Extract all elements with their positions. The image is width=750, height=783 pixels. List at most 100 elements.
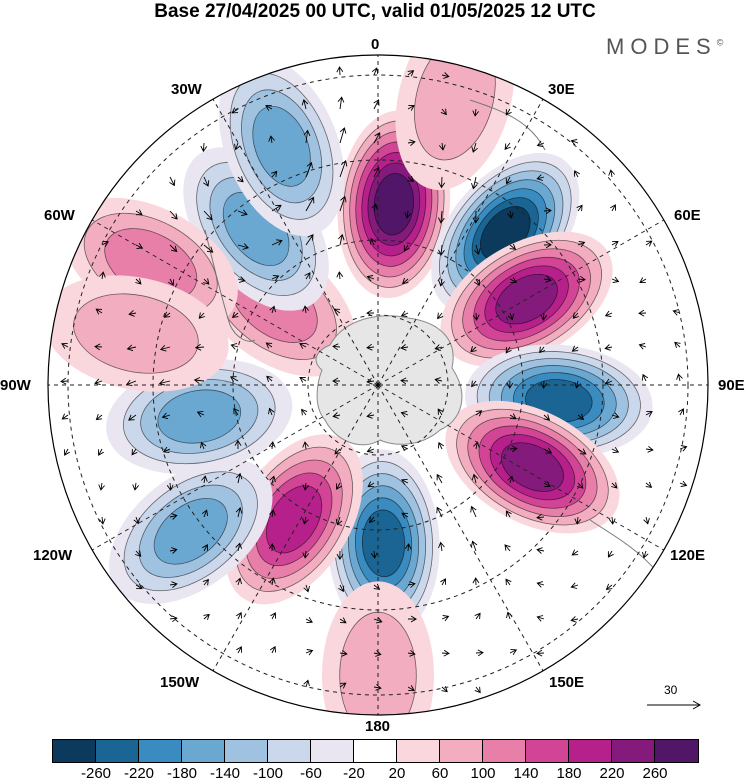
wind-vector-arrow (577, 275, 586, 283)
negative-anomaly-contour (252, 105, 311, 187)
wind-vector-arrow (536, 140, 545, 147)
wind-vector-arrow (268, 135, 275, 144)
wind-vector-arrow (336, 66, 344, 76)
wind-vector-arrow (237, 176, 244, 183)
wind-vector-arrow (337, 233, 345, 246)
wind-vector-arrow (407, 615, 417, 623)
wind-vector-arrow (335, 516, 343, 526)
meridian-line (377, 219, 665, 386)
wind-vector-arrow (230, 343, 239, 350)
wind-vector-arrow (128, 414, 137, 421)
wind-vector-arrow (404, 210, 412, 219)
wind-vector-arrow (203, 244, 214, 253)
colorbar-swatch (655, 740, 698, 762)
wind-vector-arrow (135, 242, 144, 250)
wind-vector-arrow (94, 343, 103, 351)
colorbar (52, 739, 699, 763)
wind-vector-arrow (234, 142, 241, 151)
wind-vector-arrow (265, 342, 273, 349)
wind-vector-arrow (305, 196, 315, 212)
wind-vector-arrow (162, 446, 171, 453)
wind-vector-arrow (504, 142, 511, 150)
wind-vector-arrow (470, 540, 478, 552)
wind-vector-arrow (577, 413, 585, 420)
colorbar-swatch (53, 740, 96, 762)
wind-vector-arrow (570, 139, 579, 146)
wind-vector-arrow (407, 650, 416, 657)
lon-label-180: 180 (365, 718, 391, 735)
wind-vector-arrow (507, 312, 514, 321)
colorbar-swatch (612, 740, 655, 762)
wind-vector-arrow (611, 446, 620, 454)
wind-vector-arrow (436, 473, 443, 484)
wind-vector-arrow (302, 305, 310, 314)
wind-vector-arrow (269, 305, 276, 314)
wind-vector-arrow (543, 481, 551, 488)
wind-vector-arrow (169, 615, 178, 623)
wind-vector-arrow (645, 481, 653, 488)
wind-vector-arrow (475, 410, 483, 417)
lon-label-90w: 90W (0, 377, 31, 394)
wind-vector-arrow (400, 444, 409, 452)
wind-vector-arrow (543, 414, 551, 421)
wind-vector-arrow (576, 204, 583, 212)
wind-vector-arrow (126, 344, 137, 352)
wind-vector-arrow (61, 342, 69, 349)
wind-vector-arrow (611, 482, 618, 489)
colorbar-swatch (268, 740, 311, 762)
wind-vector-arrow (472, 108, 480, 117)
wind-vector-arrow (407, 139, 416, 146)
wind-vector-arrow (302, 516, 309, 525)
colorbar-tick-label: -140 (209, 765, 241, 782)
wind-vector-arrow (337, 96, 345, 110)
wind-vector-arrow (270, 612, 277, 620)
wind-vector-arrow (470, 345, 477, 353)
wind-vector-arrow (236, 646, 243, 654)
lon-label-150w: 150W (160, 674, 200, 691)
lon-label-30w: 30W (171, 81, 202, 98)
wind-vector-arrow (540, 312, 548, 321)
wind-vector-arrow (539, 346, 546, 354)
wind-vector-arrow (304, 272, 311, 280)
wind-vector-arrow (441, 72, 450, 79)
wind-vector-arrow (505, 578, 512, 586)
wind-vector-arrow (303, 584, 310, 593)
wind-vector-arrow (407, 175, 414, 183)
modes-logo: MODES© (606, 34, 723, 60)
wind-vector-arrow (366, 343, 375, 351)
colorbar-tick-label: -20 (343, 765, 365, 782)
meridian-line (212, 384, 379, 672)
wind-vector-arrow (367, 481, 375, 488)
wind-vector-arrow (95, 308, 103, 315)
wind-vector-arrow (168, 278, 175, 286)
colorbar-tick-label: 60 (431, 765, 449, 782)
wind-vector-arrow (400, 411, 409, 418)
wind-vector-arrow (536, 547, 545, 554)
wind-vector-arrow (271, 274, 280, 282)
wind-vector-arrow (169, 513, 178, 520)
colorbar-tick-label: 260 (642, 765, 668, 782)
wind-vector-arrow (437, 312, 444, 320)
wind-vector-arrow (268, 543, 276, 552)
wind-vector-arrow (504, 544, 511, 552)
wind-vector-arrow (471, 176, 478, 190)
wind-vector-arrow (371, 67, 379, 76)
lon-label-150e: 150E (549, 674, 585, 691)
wind-vector-arrow (437, 210, 445, 224)
wind-vector-arrow (99, 271, 106, 280)
wind-vector-arrow (366, 275, 375, 282)
positive-anomaly-contour (265, 485, 323, 554)
wind-vector-arrow (98, 516, 106, 525)
wind-vector-arrow (271, 239, 283, 246)
wind-vector-arrow (373, 684, 382, 691)
wind-vector-arrow (269, 475, 276, 484)
wind-vector-arrow (437, 441, 445, 450)
wind-vector-arrow (305, 616, 313, 624)
wind-vector-arrow (437, 408, 444, 416)
coastline-south-america (204, 229, 256, 342)
wind-vector-arrow (269, 577, 276, 586)
wind-vector-arrow (441, 685, 448, 693)
wind-vector-arrow (161, 412, 171, 420)
wind-vector-arrow (611, 276, 620, 283)
wind-vector-arrow (269, 645, 277, 654)
